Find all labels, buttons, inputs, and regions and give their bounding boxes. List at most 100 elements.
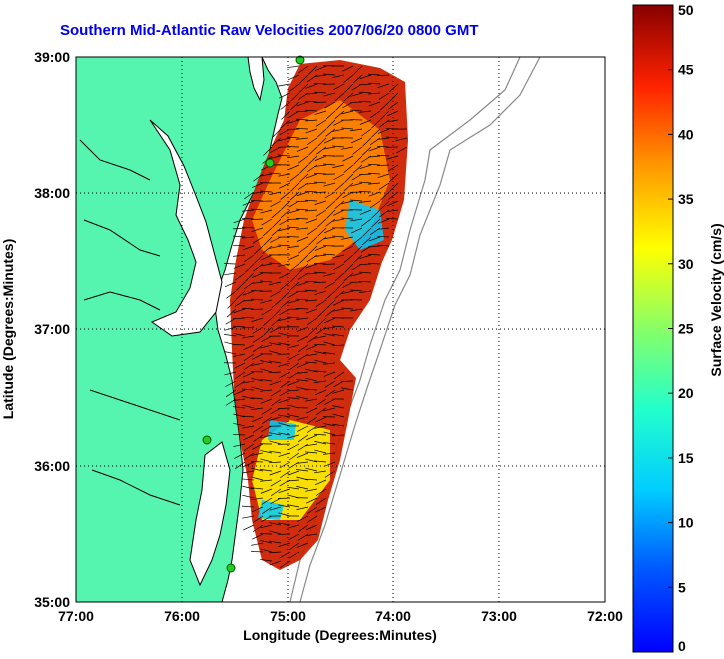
velocity-arrow [359,290,372,293]
velocity-arrow [289,173,300,182]
velocity-arrow [343,92,354,102]
velocity-arrow [368,82,381,85]
velocity-arrow [359,110,372,113]
velocity-arrow [325,128,336,137]
velocity-arrow [269,522,282,526]
velocity-arrow [359,119,372,125]
velocity-arrow [287,316,300,319]
velocity-arrow [296,191,309,197]
velocity-arrow [353,155,363,165]
velocity-arrow [260,540,273,544]
velocity-arrow [261,218,273,226]
velocity-arrow [296,362,309,368]
velocity-arrow [233,308,246,314]
velocity-arrow [305,280,318,283]
velocity-arrow [323,333,336,337]
station-marker [295,55,305,65]
velocity-arrow [260,263,273,267]
velocity-arrow [323,352,336,355]
velocity-arrow [332,389,345,394]
velocity-arrow [305,190,318,193]
velocity-arrow [314,335,327,339]
velocity-arrow [333,119,345,126]
velocity-arrow [242,388,255,391]
velocity-arrow [305,388,318,391]
velocity-arrow [261,416,273,425]
velocity-arrow [233,254,246,257]
velocity-arrow [242,425,255,429]
velocity-arrow [315,407,327,416]
velocity-arrow [387,164,399,172]
velocity-arrow [350,199,363,202]
x-axis-label: Longitude (Degrees:Minutes) [243,627,437,643]
velocity-arrow [269,540,282,544]
velocity-arrow [270,326,282,333]
velocity-arrow [299,173,309,183]
velocity-arrow [296,317,309,320]
velocity-arrow [324,470,336,478]
velocity-arrow [305,353,318,357]
velocity-arrow [334,290,345,299]
velocity-arrow [242,505,255,508]
velocity-arrow [332,164,345,169]
velocity-arrow [242,485,255,490]
velocity-arrow [314,380,327,384]
velocity-arrow [315,209,327,217]
velocity-arrow [314,370,327,373]
velocity-arrow [368,253,381,256]
x-tick-label: 73:00 [481,608,517,624]
velocity-arrow [296,146,309,152]
velocity-arrow [305,443,318,447]
velocity-arrow [377,227,390,230]
velocity-arrow [314,74,327,77]
velocity-arrow [272,128,282,138]
velocity-arrow [350,272,363,277]
velocity-arrow [314,350,327,355]
colorbar-tick-label: 35 [678,191,694,207]
velocity-arrow [314,200,327,205]
velocity-arrow [297,335,309,342]
velocity-arrow [353,245,363,255]
x-tick-label: 77:00 [58,608,94,624]
velocity-arrow [332,344,345,347]
velocity-arrow [280,209,291,219]
velocity-arrow [323,146,336,150]
velocity-arrow [226,290,237,299]
velocity-arrow [260,360,273,364]
velocity-arrow [290,272,300,282]
velocity-arrow [288,353,300,360]
velocity-arrow [243,443,255,451]
colorbar-tick-label: 15 [678,450,694,466]
velocity-arrow [296,137,309,140]
velocity-arrow [305,128,318,134]
velocity-arrow [287,396,300,400]
velocity-arrow [314,181,327,184]
velocity-arrow [308,245,318,255]
velocity-arrow [332,254,345,259]
velocity-arrow [297,353,309,361]
velocity-arrow [233,422,246,427]
velocity-arrow [296,326,309,332]
velocity-arrow [278,542,291,547]
velocity-arrow [272,308,282,318]
velocity-arrow [252,515,264,523]
velocity-arrow [243,362,255,370]
velocity-arrow [359,254,372,259]
velocity-arrow [289,101,300,111]
velocity-arrow [287,164,300,171]
velocity-arrow [233,353,246,357]
velocity-arrow [271,227,282,236]
velocity-arrow [224,326,237,331]
velocity-arrow [377,154,390,157]
velocity-arrow [278,173,291,177]
velocity-arrow [251,487,264,490]
velocity-arrow [286,128,300,130]
velocity-arrow [306,497,318,504]
velocity-arrow [324,389,336,398]
velocity-arrow [306,425,318,433]
colorbar-tick-label: 30 [678,256,694,272]
velocity-arrow [368,73,381,76]
velocity-arrow [368,101,381,107]
velocity-arrow [234,362,246,369]
colorbar-tick-label: 45 [678,62,694,78]
